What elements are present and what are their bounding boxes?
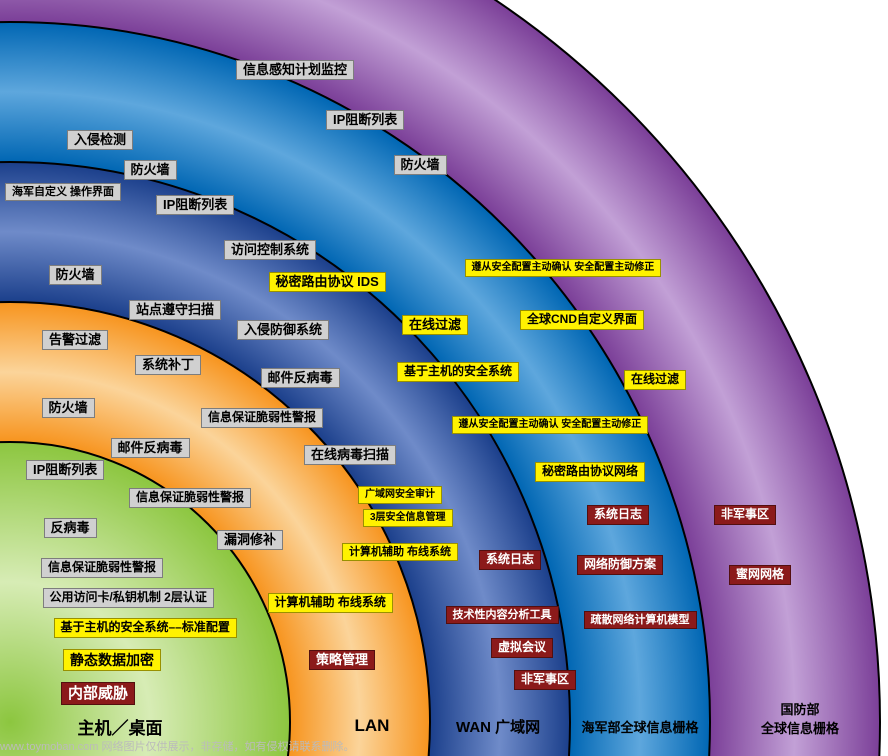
info-box: 防火墙 bbox=[42, 398, 95, 419]
info-box: 在线病毒扫描 bbox=[304, 445, 396, 466]
info-box: 系统日志 bbox=[587, 505, 649, 525]
info-box: 全球CND自定义界面 bbox=[520, 310, 644, 330]
info-box: 防火墙 bbox=[49, 265, 102, 286]
info-box: 内部威胁 bbox=[61, 682, 135, 705]
info-box: 基于主机的安全系统 bbox=[397, 362, 519, 382]
info-box: 信息保证脆弱性警报 bbox=[129, 488, 251, 508]
info-box: 虚拟会议 bbox=[491, 638, 553, 658]
diagram-stage: 信息感知计划监控IP阻断列表防火墙入侵检测防火墙海军自定义 操作界面IP阻断列表… bbox=[0, 0, 888, 756]
watermark-text: www.toymoban.com 网络图片仅供展示，非存储，如有侵权请联系删除。 bbox=[0, 738, 354, 754]
ring-label: 海军部全球信息栅格 bbox=[582, 717, 699, 736]
info-box: 计算机辅助 布线系统 bbox=[342, 543, 458, 562]
info-box: 在线过滤 bbox=[624, 370, 686, 390]
ring-label: 国防部 全球信息栅格 bbox=[761, 699, 839, 737]
info-box: 疏散网络计算机模型 bbox=[584, 611, 697, 630]
info-box: 秘密路由协议网络 bbox=[535, 462, 645, 482]
info-box: 防火墙 bbox=[124, 160, 177, 181]
diagram-clip: 信息感知计划监控IP阻断列表防火墙入侵检测防火墙海军自定义 操作界面IP阻断列表… bbox=[0, 0, 888, 756]
info-box: 公用访问卡/私钥机制 2层认证 bbox=[43, 588, 214, 608]
ring-label: WAN 广域网 bbox=[456, 716, 540, 737]
info-box: 计算机辅助 布线系统 bbox=[268, 593, 393, 613]
info-box: 系统补丁 bbox=[135, 355, 201, 376]
info-box: IP阻断列表 bbox=[26, 460, 104, 481]
info-box: IP阻断列表 bbox=[326, 110, 404, 131]
info-box: IP阻断列表 bbox=[156, 195, 234, 216]
info-box: 防火墙 bbox=[394, 155, 447, 176]
ring-label: LAN bbox=[355, 716, 390, 736]
info-box: 邮件反病毒 bbox=[111, 438, 190, 459]
info-box: 遵从安全配置主动确认 安全配置主动修正 bbox=[452, 416, 649, 434]
info-box: 信息感知计划监控 bbox=[236, 60, 354, 81]
info-box: 广域网安全审计 bbox=[358, 486, 442, 504]
info-box: 秘密路由协议 IDS bbox=[269, 272, 386, 293]
info-box: 遵从安全配置主动确认 安全配置主动修正 bbox=[465, 259, 662, 277]
info-box: 邮件反病毒 bbox=[261, 368, 340, 389]
info-box: 网络防御方案 bbox=[577, 555, 663, 575]
info-box: 海军自定义 操作界面 bbox=[5, 183, 121, 202]
info-box: 策略管理 bbox=[309, 650, 375, 671]
info-box: 静态数据加密 bbox=[63, 649, 161, 671]
info-box: 站点遵守扫描 bbox=[129, 300, 221, 321]
info-box: 3层安全信息管理 bbox=[363, 509, 453, 527]
info-box: 访问控制系统 bbox=[224, 240, 316, 261]
info-box: 信息保证脆弱性警报 bbox=[41, 558, 163, 578]
info-box: 告警过滤 bbox=[42, 330, 108, 351]
info-box: 漏洞修补 bbox=[217, 530, 283, 551]
info-box: 系统日志 bbox=[479, 550, 541, 570]
info-box: 蜜网网格 bbox=[729, 565, 791, 585]
info-box: 反病毒 bbox=[44, 518, 97, 539]
info-box: 入侵检测 bbox=[67, 130, 133, 151]
ring-label: 主机／桌面 bbox=[78, 714, 163, 739]
info-box: 在线过滤 bbox=[402, 315, 468, 336]
info-box: 非军事区 bbox=[714, 505, 776, 525]
info-box: 入侵防御系统 bbox=[237, 320, 329, 341]
info-box: 信息保证脆弱性警报 bbox=[201, 408, 323, 428]
info-box: 技术性内容分析工具 bbox=[446, 606, 559, 625]
info-box: 基于主机的安全系统––标准配置 bbox=[54, 618, 237, 638]
info-box: 非军事区 bbox=[514, 670, 576, 690]
